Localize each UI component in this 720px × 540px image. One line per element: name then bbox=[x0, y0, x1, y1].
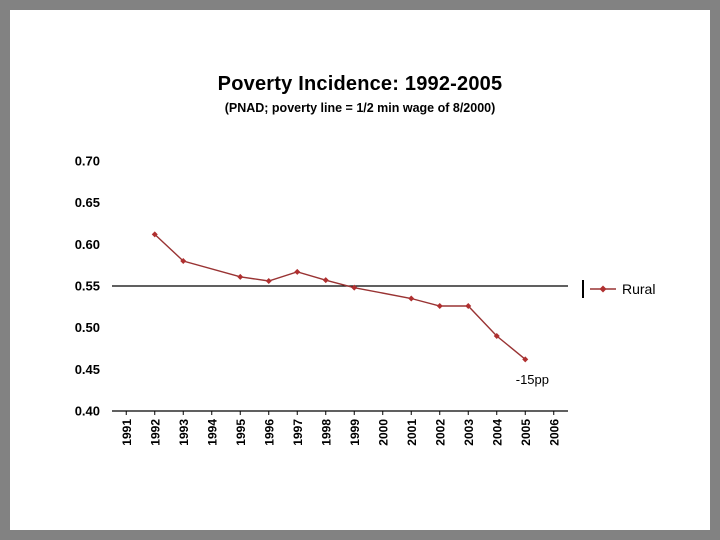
data-point-marker bbox=[294, 268, 301, 275]
y-tick-label: 0.50 bbox=[75, 320, 100, 335]
data-point-marker bbox=[151, 231, 158, 238]
x-tick-label: 1995 bbox=[234, 419, 248, 446]
y-tick-label: 0.65 bbox=[75, 195, 100, 210]
series-line bbox=[154, 233, 526, 360]
x-tick-label: 1991 bbox=[120, 419, 134, 446]
x-tick-label: 2005 bbox=[519, 419, 533, 446]
data-point-marker bbox=[522, 356, 529, 363]
line-chart: 0.40 0.45 0.50 0.55 0.60 0.65 0.70 1991 1992 1993… bbox=[75, 154, 568, 446]
chart-title: Poverty Incidence: 1992-2005 bbox=[217, 73, 503, 95]
data-point-marker bbox=[322, 277, 329, 284]
data-point-marker bbox=[180, 258, 187, 264]
x-tick-label: 1993 bbox=[177, 419, 191, 446]
data-point-marker bbox=[408, 295, 415, 302]
x-tick-label: 1998 bbox=[319, 419, 333, 446]
legend-divider bbox=[582, 280, 584, 298]
y-tick-label: 0.40 bbox=[75, 404, 100, 419]
x-tick-label: 1994 bbox=[205, 419, 219, 446]
data-point-marker bbox=[265, 278, 272, 284]
x-tick-label: 2002 bbox=[433, 419, 447, 446]
x-tick-label: 1999 bbox=[348, 419, 362, 446]
x-tick-label: 1996 bbox=[262, 419, 276, 446]
x-tick-label: 2004 bbox=[490, 419, 504, 446]
x-tick-label: 2001 bbox=[405, 419, 419, 446]
legend-marker-icon bbox=[590, 285, 616, 293]
x-tick-label: 1992 bbox=[148, 419, 162, 446]
x-tick-label: 2006 bbox=[547, 419, 561, 446]
y-tick-label: 0.55 bbox=[75, 279, 100, 294]
annotation-label: -15pp bbox=[516, 372, 549, 387]
data-point-marker bbox=[351, 284, 358, 291]
x-tick-label: 2003 bbox=[462, 419, 476, 446]
data-point-marker bbox=[493, 333, 500, 339]
y-tick-label: 0.60 bbox=[75, 237, 100, 252]
legend-label: Rural bbox=[622, 281, 656, 297]
chart-subtitle: (PNAD; poverty line = 1/2 min wage of 8/… bbox=[224, 101, 496, 115]
x-tick-label: 1997 bbox=[291, 419, 305, 446]
x-tick-label: 2000 bbox=[376, 419, 390, 446]
legend: Rural bbox=[582, 278, 655, 300]
data-point-marker bbox=[465, 303, 472, 309]
data-point-marker bbox=[237, 273, 244, 280]
data-point-marker bbox=[436, 303, 443, 309]
y-tick-label: 0.45 bbox=[75, 362, 100, 377]
y-tick-label: 0.70 bbox=[75, 154, 100, 169]
slide: Poverty Incidence: 1992-2005 (PNAD; pove… bbox=[10, 10, 710, 530]
